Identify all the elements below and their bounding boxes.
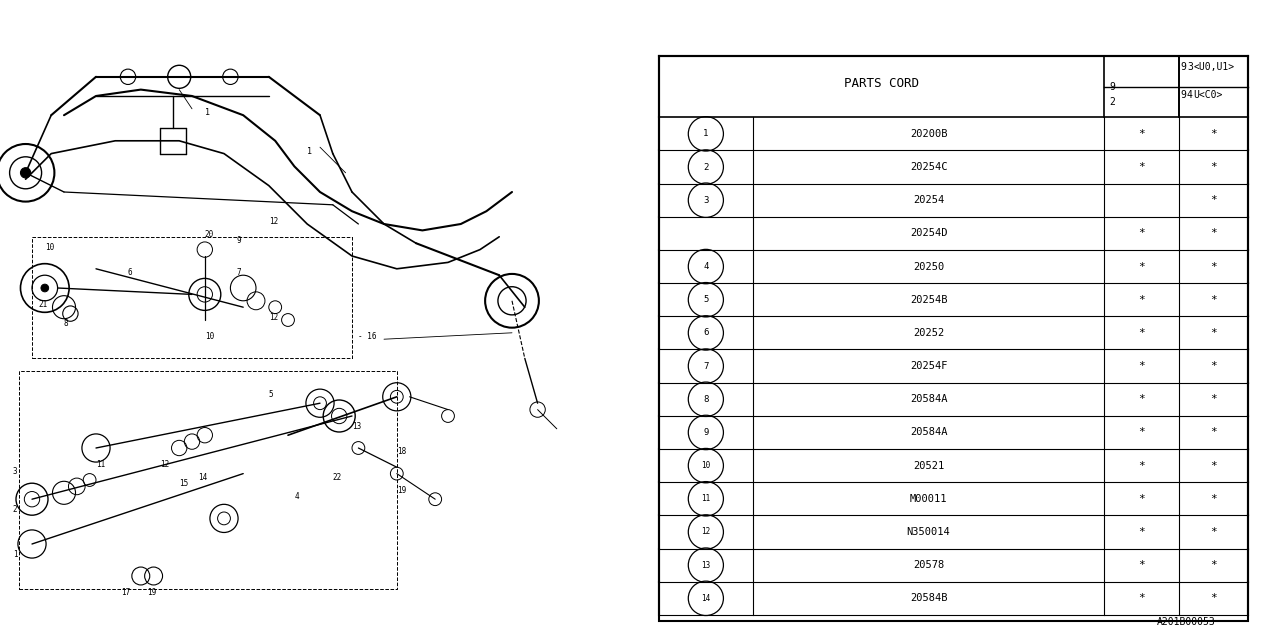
Circle shape	[41, 284, 49, 292]
Text: 14: 14	[701, 594, 710, 603]
Text: 12: 12	[269, 217, 278, 226]
Text: 3: 3	[703, 196, 709, 205]
Text: 11: 11	[96, 460, 105, 469]
Text: 12: 12	[701, 527, 710, 536]
Text: 20584A: 20584A	[910, 428, 947, 437]
Text: 11: 11	[701, 494, 710, 503]
Text: *: *	[1211, 527, 1217, 537]
Text: 9: 9	[1180, 62, 1187, 72]
Text: 19: 19	[147, 588, 156, 597]
Text: 20: 20	[205, 230, 214, 239]
Text: 20254: 20254	[913, 195, 945, 205]
Text: *: *	[1138, 560, 1146, 570]
Text: *: *	[1138, 394, 1146, 404]
Text: 13: 13	[701, 561, 710, 570]
Text: *: *	[1211, 394, 1217, 404]
Text: 1: 1	[703, 129, 709, 138]
Text: 4: 4	[294, 492, 300, 501]
Text: 20254C: 20254C	[910, 162, 947, 172]
Text: *: *	[1138, 295, 1146, 305]
Text: 3: 3	[1187, 62, 1193, 72]
Text: 6: 6	[703, 328, 709, 337]
Text: 20578: 20578	[913, 560, 945, 570]
Text: *: *	[1211, 361, 1217, 371]
Text: 18: 18	[397, 447, 406, 456]
Text: 9: 9	[237, 236, 242, 245]
Text: *: *	[1211, 560, 1217, 570]
Text: *: *	[1138, 162, 1146, 172]
Text: 1: 1	[205, 108, 210, 117]
Text: 9: 9	[1110, 81, 1115, 92]
Text: 2: 2	[703, 163, 709, 172]
Text: *: *	[1138, 129, 1146, 139]
Circle shape	[20, 168, 31, 178]
Text: 10: 10	[205, 332, 214, 341]
Text: 20254F: 20254F	[910, 361, 947, 371]
Text: 8: 8	[64, 319, 69, 328]
Text: - 16: - 16	[358, 332, 376, 341]
Text: 20584A: 20584A	[910, 394, 947, 404]
Text: *: *	[1211, 295, 1217, 305]
Text: PARTS CORD: PARTS CORD	[844, 77, 919, 90]
Text: *: *	[1211, 162, 1217, 172]
Text: 1: 1	[13, 550, 18, 559]
Text: *: *	[1138, 428, 1146, 437]
Text: *: *	[1138, 461, 1146, 470]
Text: 12: 12	[160, 460, 169, 469]
Text: 20521: 20521	[913, 461, 945, 470]
Text: *: *	[1211, 195, 1217, 205]
Text: *: *	[1211, 328, 1217, 338]
Text: *: *	[1138, 593, 1146, 604]
Text: *: *	[1138, 527, 1146, 537]
Text: *: *	[1138, 262, 1146, 271]
Text: 20250: 20250	[913, 262, 945, 271]
Text: *: *	[1138, 328, 1146, 338]
Text: 10: 10	[45, 243, 54, 252]
Text: 2: 2	[1110, 97, 1115, 107]
Text: 20252: 20252	[913, 328, 945, 338]
Text: 22: 22	[333, 473, 342, 482]
Text: *: *	[1211, 461, 1217, 470]
Text: 7: 7	[237, 268, 242, 277]
Text: 20584B: 20584B	[910, 593, 947, 604]
Text: 14: 14	[198, 473, 207, 482]
Text: 5: 5	[269, 390, 274, 399]
Text: *: *	[1138, 494, 1146, 504]
Text: U<C0>: U<C0>	[1193, 90, 1222, 100]
Text: *: *	[1211, 428, 1217, 437]
Text: 12: 12	[269, 313, 278, 322]
Text: 9: 9	[703, 428, 709, 437]
Text: *: *	[1211, 129, 1217, 139]
Text: *: *	[1211, 262, 1217, 271]
Text: *: *	[1138, 361, 1146, 371]
Text: 20254B: 20254B	[910, 295, 947, 305]
Text: 20200B: 20200B	[910, 129, 947, 139]
Text: 4: 4	[703, 262, 709, 271]
Text: *: *	[1138, 228, 1146, 238]
Text: 13: 13	[352, 422, 361, 431]
Text: *: *	[1211, 228, 1217, 238]
Text: 4: 4	[1187, 90, 1193, 100]
Text: 6: 6	[128, 268, 133, 277]
Text: 5: 5	[703, 295, 709, 304]
Text: 3: 3	[13, 467, 18, 476]
Text: *: *	[1211, 593, 1217, 604]
Text: 17: 17	[122, 588, 131, 597]
Text: <U0,U1>: <U0,U1>	[1193, 62, 1234, 72]
Text: 15: 15	[179, 479, 188, 488]
Text: 7: 7	[703, 362, 709, 371]
Text: 1: 1	[307, 147, 312, 156]
Text: N350014: N350014	[906, 527, 950, 537]
Text: 9: 9	[1180, 90, 1187, 100]
Text: 20254D: 20254D	[910, 228, 947, 238]
Text: A201B00053: A201B00053	[1157, 617, 1216, 627]
Text: 21: 21	[38, 300, 47, 309]
Text: M00011: M00011	[910, 494, 947, 504]
Text: *: *	[1211, 494, 1217, 504]
Text: 19: 19	[397, 486, 406, 495]
Text: 2: 2	[13, 505, 18, 514]
Text: 8: 8	[703, 395, 709, 404]
Text: 10: 10	[701, 461, 710, 470]
